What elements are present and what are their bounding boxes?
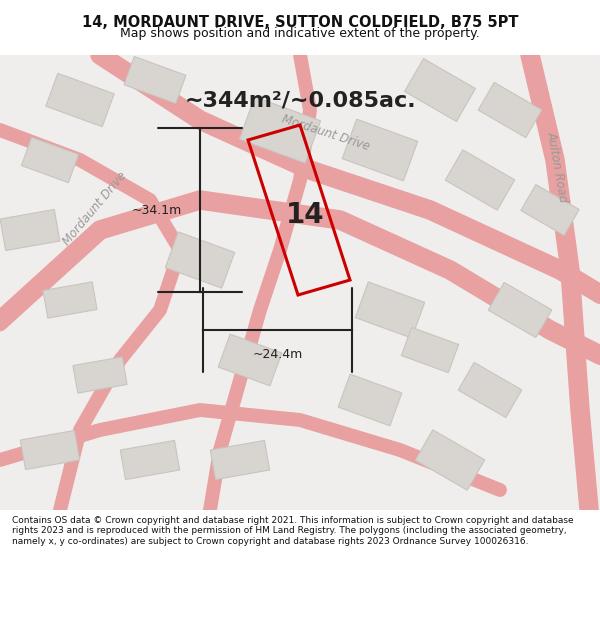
Polygon shape [43, 282, 97, 318]
Polygon shape [355, 282, 425, 338]
Polygon shape [415, 430, 485, 490]
Polygon shape [342, 119, 418, 181]
Text: ~344m²/~0.085ac.: ~344m²/~0.085ac. [184, 90, 416, 110]
Polygon shape [22, 138, 79, 182]
Polygon shape [73, 357, 127, 393]
Polygon shape [404, 59, 475, 121]
Text: ~24.4m: ~24.4m [253, 348, 302, 361]
Polygon shape [478, 82, 542, 138]
Text: Mordaunt Drive: Mordaunt Drive [60, 169, 129, 248]
Polygon shape [458, 362, 522, 418]
Text: Mordaunt Drive: Mordaunt Drive [280, 112, 371, 153]
Polygon shape [46, 73, 114, 127]
Polygon shape [0, 209, 60, 251]
Polygon shape [20, 431, 80, 469]
Polygon shape [338, 374, 402, 426]
Polygon shape [239, 97, 320, 163]
Text: Contains OS data © Crown copyright and database right 2021. This information is : Contains OS data © Crown copyright and d… [12, 516, 574, 546]
Polygon shape [121, 441, 179, 479]
Polygon shape [488, 282, 552, 338]
Polygon shape [401, 328, 458, 372]
Polygon shape [124, 56, 186, 104]
Text: 14: 14 [286, 201, 325, 229]
Polygon shape [445, 150, 515, 210]
Polygon shape [211, 441, 269, 479]
Text: Aulton Road: Aulton Road [545, 130, 571, 203]
Polygon shape [521, 184, 579, 236]
Text: ~34.1m: ~34.1m [132, 204, 182, 216]
Text: 14, MORDAUNT DRIVE, SUTTON COLDFIELD, B75 5PT: 14, MORDAUNT DRIVE, SUTTON COLDFIELD, B7… [82, 16, 518, 31]
Text: Map shows position and indicative extent of the property.: Map shows position and indicative extent… [120, 27, 480, 39]
Polygon shape [218, 334, 282, 386]
Polygon shape [166, 232, 235, 288]
